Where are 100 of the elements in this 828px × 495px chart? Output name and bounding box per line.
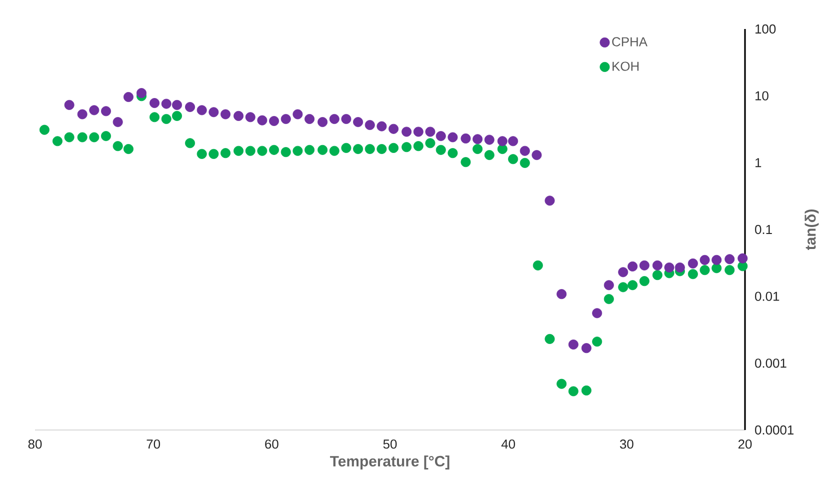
point	[724, 265, 735, 276]
point	[484, 134, 494, 145]
point	[64, 100, 74, 110]
point	[413, 141, 424, 152]
point	[544, 196, 555, 206]
point	[150, 112, 160, 122]
legend-label: CPHA	[612, 37, 648, 46]
point	[89, 132, 100, 142]
point	[712, 263, 722, 274]
y-tick-label: 10	[756, 91, 768, 100]
point	[161, 114, 172, 124]
point	[402, 142, 412, 152]
point	[341, 142, 352, 153]
point	[581, 385, 592, 396]
point	[112, 141, 123, 152]
point	[520, 146, 530, 156]
x-axis-title: Temperature [°C]	[330, 456, 450, 470]
point	[436, 144, 446, 155]
point	[652, 260, 662, 270]
point	[604, 280, 614, 290]
x-tick-label: 40	[501, 440, 516, 449]
point	[220, 148, 231, 158]
point	[618, 282, 628, 292]
point	[196, 105, 207, 116]
point	[269, 116, 280, 126]
point	[245, 146, 256, 156]
point	[292, 109, 303, 120]
point	[674, 262, 685, 272]
point	[185, 138, 196, 148]
point	[700, 254, 710, 265]
point	[738, 253, 748, 264]
point	[413, 126, 424, 137]
point	[123, 92, 134, 102]
point	[484, 150, 494, 160]
point	[497, 136, 508, 146]
y-tick-label: 0.1	[755, 224, 772, 234]
point	[123, 144, 134, 154]
point	[304, 144, 315, 155]
point	[101, 131, 111, 142]
point	[618, 267, 628, 278]
point	[425, 138, 436, 148]
x-tick-label: 80	[28, 440, 42, 449]
point	[185, 102, 196, 112]
point	[508, 136, 518, 146]
point	[329, 114, 340, 124]
point	[245, 112, 256, 122]
point	[532, 260, 543, 270]
point	[318, 144, 328, 155]
point	[700, 265, 710, 276]
y-tick-label: 0.0001	[755, 425, 794, 435]
point	[208, 107, 219, 118]
point	[64, 132, 74, 142]
point	[448, 132, 458, 142]
point	[581, 343, 592, 354]
point	[652, 270, 662, 280]
x-tick-label: 50	[383, 440, 397, 449]
point	[77, 132, 88, 142]
point	[712, 254, 722, 265]
point	[592, 308, 602, 318]
point	[364, 120, 375, 130]
point	[112, 117, 123, 128]
point	[472, 144, 483, 154]
point	[376, 121, 387, 132]
point	[592, 336, 602, 347]
point	[520, 158, 530, 168]
point	[425, 126, 436, 137]
point	[388, 124, 399, 134]
point	[639, 260, 650, 270]
point	[508, 154, 518, 164]
point	[292, 146, 303, 156]
point	[460, 157, 471, 168]
point	[150, 98, 160, 108]
point	[39, 124, 50, 135]
point	[639, 276, 650, 286]
point	[208, 148, 219, 159]
point	[341, 114, 352, 124]
point	[568, 340, 578, 350]
point	[220, 109, 231, 120]
point	[376, 144, 387, 154]
point	[472, 134, 483, 144]
point	[89, 105, 100, 116]
point	[77, 109, 88, 120]
point	[388, 142, 399, 153]
point	[604, 294, 614, 304]
point	[101, 106, 111, 116]
point	[724, 254, 735, 264]
point	[688, 269, 698, 280]
x-tick-label: 30	[620, 440, 634, 449]
y-tick-label: 0.01	[755, 292, 780, 301]
point	[460, 133, 471, 144]
y-tick-label: 0.001	[755, 358, 786, 368]
point	[353, 117, 364, 128]
point	[257, 146, 268, 156]
x-tick-label: 70	[146, 440, 160, 449]
point	[664, 262, 674, 272]
y-tick-label: 1	[756, 158, 762, 168]
point	[304, 114, 315, 124]
point	[556, 289, 567, 300]
point	[161, 98, 172, 109]
point	[172, 100, 182, 110]
